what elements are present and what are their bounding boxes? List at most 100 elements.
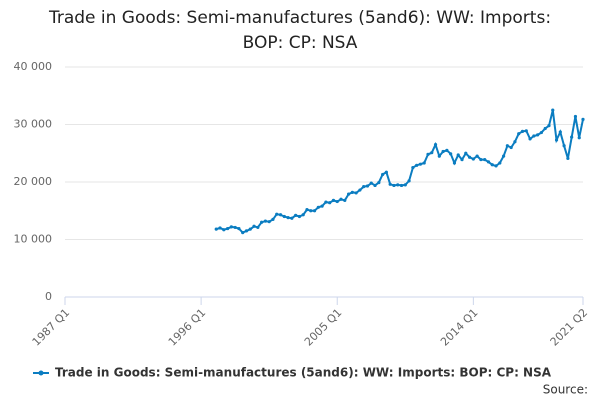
data-point <box>365 184 370 188</box>
data-point <box>381 172 385 177</box>
data-point <box>244 229 249 233</box>
data-point <box>362 185 366 189</box>
data-point <box>501 154 506 158</box>
data-point <box>241 231 245 235</box>
data-point <box>392 183 396 188</box>
data-point <box>505 144 509 148</box>
data-point <box>464 151 468 155</box>
data-point <box>479 157 483 162</box>
data-point <box>305 208 309 212</box>
x-tick-label: 1996 Q1 <box>166 306 209 349</box>
data-point <box>475 154 479 158</box>
data-point <box>486 160 491 164</box>
data-point <box>388 182 392 186</box>
data-point <box>433 143 438 147</box>
data-point <box>570 135 574 139</box>
data-point <box>532 134 536 138</box>
y-tick-label: 0 <box>45 290 52 303</box>
data-point <box>562 144 566 148</box>
data-point <box>271 217 275 221</box>
data-point <box>517 132 521 136</box>
data-point <box>524 129 528 133</box>
data-point <box>290 216 294 220</box>
data-point <box>301 213 305 217</box>
data-point <box>483 157 487 162</box>
data-point <box>490 163 494 167</box>
data-point <box>411 166 415 170</box>
y-tick-label: 30 000 <box>14 118 53 131</box>
data-point <box>316 205 320 209</box>
data-point <box>494 164 498 168</box>
data-point <box>471 157 475 161</box>
x-tick-label: 2021 Q2 <box>548 306 591 349</box>
data-point <box>286 216 290 220</box>
chart-title: Trade in Goods: Semi-manufactures (5and6… <box>48 8 552 53</box>
data-point <box>551 108 555 112</box>
legend-label: Trade in Goods: Semi-manufactures (5and6… <box>55 366 552 380</box>
y-tick-label: 10 000 <box>14 233 53 246</box>
data-point <box>422 161 426 165</box>
data-point <box>407 179 411 183</box>
data-point <box>513 140 517 144</box>
source: Source: <box>543 383 588 397</box>
data-point <box>346 192 351 196</box>
data-point <box>399 183 404 188</box>
data-point <box>445 148 449 152</box>
x-tick-label: 2005 Q1 <box>302 306 345 349</box>
data-point <box>309 209 313 213</box>
data-point <box>225 226 230 231</box>
data-point <box>233 225 237 230</box>
data-point <box>430 151 434 155</box>
data-point <box>543 126 547 131</box>
data-point <box>237 226 241 231</box>
data-point <box>331 198 336 202</box>
data-point <box>328 201 332 205</box>
data-point <box>403 183 407 187</box>
data-line <box>215 109 584 234</box>
data-point <box>282 214 286 219</box>
data-point <box>566 156 570 161</box>
y-tick-label: 40 000 <box>14 60 53 73</box>
data-point <box>275 212 279 216</box>
data-point <box>554 138 559 142</box>
data-point <box>354 191 358 195</box>
data-point <box>509 145 513 150</box>
data-point <box>384 170 388 174</box>
data-point <box>320 204 324 208</box>
data-point <box>418 162 423 166</box>
x-tick-label: 2014 Q1 <box>438 306 481 349</box>
data-point <box>324 200 328 204</box>
data-point <box>449 152 453 156</box>
data-point <box>358 188 362 192</box>
y-tick-label: 20 000 <box>14 175 53 188</box>
data-point <box>377 180 381 185</box>
data-point <box>437 154 441 158</box>
data-point <box>536 133 540 137</box>
data-point <box>297 214 302 219</box>
data-point <box>256 225 260 230</box>
data-point <box>396 183 400 187</box>
data-point <box>581 117 585 121</box>
data-point <box>415 163 419 167</box>
data-point <box>452 161 457 165</box>
data-point <box>222 228 226 232</box>
data-point <box>558 130 562 134</box>
data-point <box>456 153 460 157</box>
data-point <box>294 213 298 217</box>
data-point <box>278 213 283 217</box>
data-point <box>369 181 373 185</box>
data-point <box>528 137 532 141</box>
data-point <box>350 190 354 194</box>
data-point <box>335 199 339 204</box>
data-point <box>260 220 264 224</box>
data-point <box>520 129 525 133</box>
legend-marker <box>38 370 44 376</box>
data-point <box>441 149 445 154</box>
data-point <box>573 114 578 119</box>
data-point <box>577 136 581 140</box>
data-point <box>547 124 551 128</box>
x-tick-label: 1987 Q1 <box>30 306 73 349</box>
data-point <box>373 183 377 188</box>
data-point <box>460 157 464 162</box>
